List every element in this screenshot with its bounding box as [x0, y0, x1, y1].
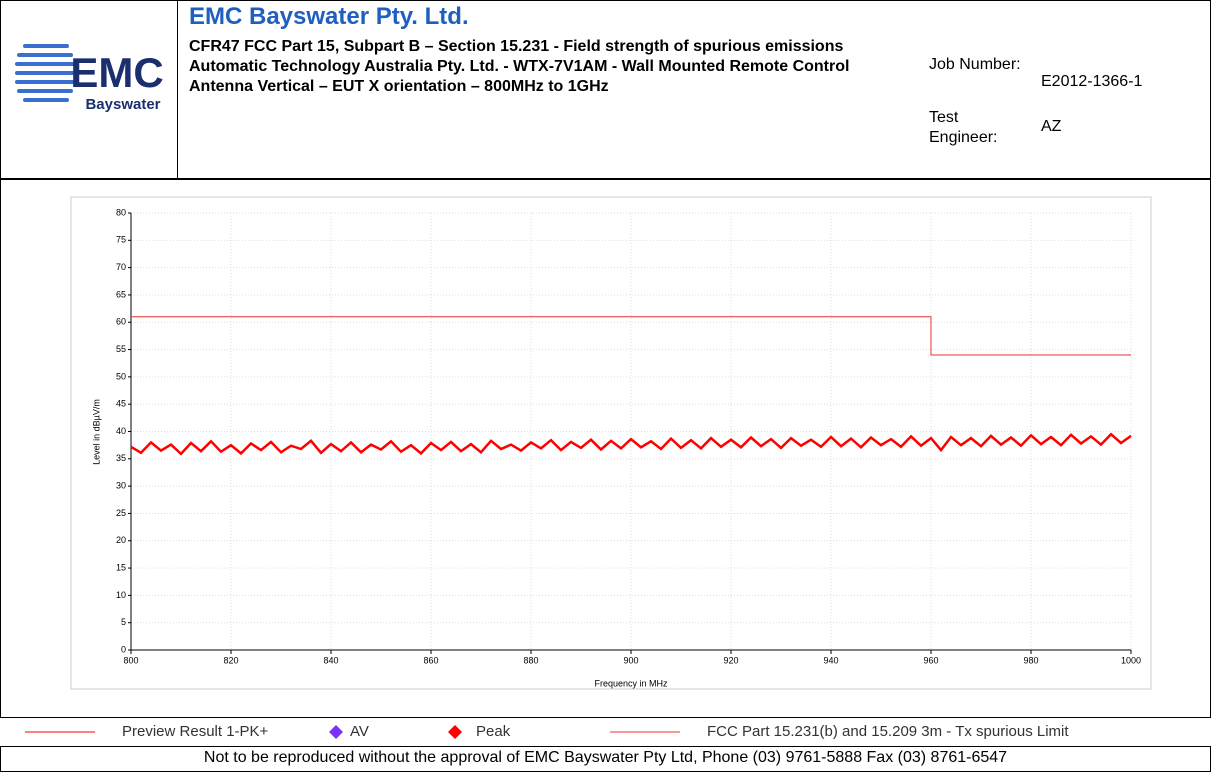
x-tick-label: 960	[923, 655, 938, 665]
x-tick-label: 840	[323, 655, 338, 665]
series-line	[130, 432, 1132, 456]
legend-row: Preview Result 1-PK+ AV Peak FCC Part 15.23…	[0, 717, 1211, 746]
y-tick-label: 20	[116, 535, 126, 545]
logo: EMC Bayswater	[1, 1, 178, 178]
field-label: Test Engineer:	[929, 109, 998, 146]
legend-label: FCC Part 15.231(b) and 15.209 3m - Tx sp…	[707, 723, 1069, 740]
x-tick-label: 800	[123, 655, 138, 665]
x-axis-label: Frequency in MHz	[594, 678, 668, 688]
y-tick-label: 30	[116, 481, 126, 491]
chart: Frequency in MHz Level in dBµV/m 0 5 10 15 2…	[70, 196, 1152, 690]
y-tick-label: 60	[116, 317, 126, 327]
header: EMC Bayswater EMC Bayswater Pty. Ltd. CF…	[0, 0, 1211, 180]
subtitle-lines: CFR47 FCC Part 15, Subpart B – Section 1…	[189, 37, 909, 97]
chart-panel	[70, 196, 1152, 690]
footer: Not to be reproduced without the approva…	[0, 746, 1211, 772]
y-tick-label: 55	[116, 344, 126, 354]
y-tick-label: 70	[116, 262, 126, 272]
y-tick-label: 65	[116, 289, 126, 299]
x-tick-label: 980	[1023, 655, 1038, 665]
y-tick-label: 25	[116, 508, 126, 518]
field-label: Job Number:	[929, 56, 1021, 73]
y-tick-label: 75	[116, 235, 126, 245]
y-tick-label: 45	[116, 399, 126, 409]
legend-label: Preview Result 1-PK+	[122, 723, 269, 740]
y-tick-label: 0	[121, 644, 126, 654]
chart-frame: Frequency in MHz Level in dBµV/m 0 5 10 15 2…	[0, 179, 1211, 718]
y-tick-label: 80	[116, 207, 126, 217]
legend-label: AV	[350, 723, 369, 740]
y-tick-label: 40	[116, 426, 126, 436]
legend: Preview Result 1-PK+ AV Peak FCC Part 15.23…	[0, 717, 1211, 740]
y-tick-label: 50	[116, 371, 126, 381]
logo-art: EMC Bayswater	[15, 44, 164, 113]
x-tick-label: 900	[623, 655, 638, 665]
field-value: AZ	[1041, 118, 1062, 135]
x-tick-label: 820	[223, 655, 238, 665]
subtitle: Automatic Technology Australia Pty. Ltd.…	[189, 58, 850, 75]
legend-label: Peak	[476, 723, 511, 740]
logo-place: Bayswater	[85, 96, 160, 113]
logo-brand: EMC	[70, 49, 163, 96]
x-tick-label: 940	[823, 655, 838, 665]
subtitle: Antenna Vertical – EUT X orientation – 8…	[189, 78, 609, 95]
subtitle: CFR47 FCC Part 15, Subpart B – Section 1…	[189, 38, 844, 55]
x-tick-label: 880	[523, 655, 538, 665]
legend-marker	[448, 725, 462, 739]
y-tick-label: 5	[121, 617, 126, 627]
y-tick-label: 10	[116, 590, 126, 600]
y-tick-label: 35	[116, 453, 126, 463]
x-tick-label: 860	[423, 655, 438, 665]
field-value: E2012-1366-1	[1041, 73, 1143, 90]
y-tick-label: 15	[116, 562, 126, 572]
x-tick-label: 1000	[1121, 655, 1141, 665]
legend-marker	[329, 725, 343, 739]
title: EMC Bayswater Pty. Ltd.	[189, 3, 469, 30]
series-line	[131, 316, 1131, 356]
y-axis-label: Level in dBµV/m	[91, 399, 101, 465]
x-tick-label: 920	[723, 655, 738, 665]
